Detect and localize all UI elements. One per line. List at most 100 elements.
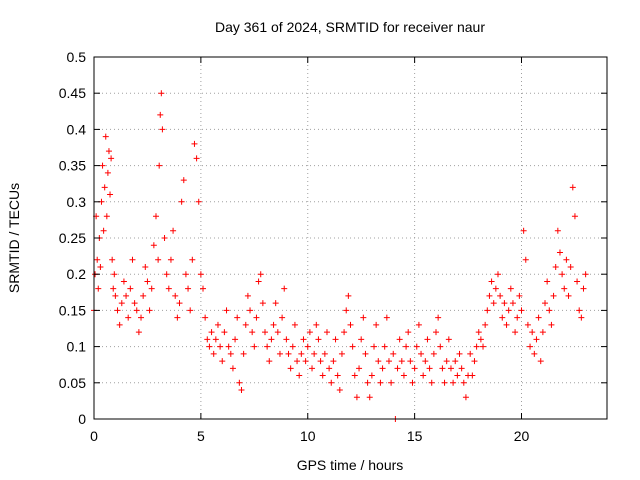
data-point xyxy=(104,169,111,176)
data-point xyxy=(544,278,551,285)
data-point xyxy=(107,191,114,198)
data-point xyxy=(156,162,163,169)
data-point xyxy=(390,350,397,357)
data-point xyxy=(223,307,230,314)
data-point xyxy=(433,329,439,336)
data-point xyxy=(129,256,136,263)
data-point xyxy=(266,358,273,365)
data-point xyxy=(413,343,420,350)
data-point xyxy=(111,271,118,278)
data-point xyxy=(319,372,326,379)
data-point xyxy=(535,314,542,321)
data-point xyxy=(467,350,474,357)
data-point xyxy=(131,300,138,307)
data-point xyxy=(185,285,192,292)
data-point xyxy=(473,343,480,350)
data-point xyxy=(296,372,303,379)
data-point xyxy=(452,358,459,365)
data-point xyxy=(364,379,371,386)
data-point xyxy=(97,263,104,270)
data-point xyxy=(396,336,403,343)
data-point xyxy=(244,292,251,299)
data-point xyxy=(509,300,516,307)
data-point xyxy=(123,292,130,299)
data-point xyxy=(99,162,106,169)
y-tick-label: 0.3 xyxy=(67,194,87,210)
data-point xyxy=(443,358,450,365)
data-point xyxy=(454,372,461,379)
data-point xyxy=(219,358,226,365)
data-point xyxy=(197,271,204,278)
data-point xyxy=(225,343,232,350)
data-point xyxy=(163,271,170,278)
data-point xyxy=(150,242,157,249)
data-point xyxy=(529,329,536,336)
data-point xyxy=(281,285,288,292)
data-point xyxy=(212,336,219,343)
y-tick-label: 0.15 xyxy=(59,302,86,318)
data-point xyxy=(146,307,153,314)
data-point xyxy=(381,343,388,350)
data-point xyxy=(462,394,469,401)
data-point xyxy=(574,278,581,285)
data-point xyxy=(304,343,311,350)
data-point xyxy=(383,314,390,321)
y-axis-ticks: 0 0.05 0.1 0.15 0.2 0.25 0.3 0.35 0.4 0.45 0.5 xyxy=(59,49,607,427)
data-point xyxy=(255,278,262,285)
data-point xyxy=(430,350,437,357)
data-point xyxy=(469,372,476,379)
data-point xyxy=(240,350,247,357)
data-point xyxy=(379,365,386,372)
data-point xyxy=(140,292,147,299)
data-point xyxy=(135,329,142,336)
data-point xyxy=(321,350,328,357)
data-point xyxy=(236,379,243,386)
x-axis-ticks: 0 5 10 15 20 xyxy=(90,57,529,444)
data-point xyxy=(418,350,425,357)
data-point xyxy=(315,336,322,343)
data-point xyxy=(456,350,463,357)
data-point xyxy=(490,300,497,307)
data-point xyxy=(332,336,339,343)
data-point xyxy=(276,350,283,357)
data-point xyxy=(484,307,491,314)
data-point xyxy=(116,321,123,328)
data-point xyxy=(533,336,540,343)
data-point xyxy=(375,358,382,365)
data-point xyxy=(409,379,416,386)
data-point xyxy=(565,292,572,299)
data-point xyxy=(542,300,549,307)
data-point xyxy=(497,292,504,299)
data-point xyxy=(306,329,313,336)
grid-lines xyxy=(94,57,607,419)
data-point xyxy=(522,256,529,263)
data-point xyxy=(234,314,241,321)
data-point xyxy=(100,227,107,234)
data-point xyxy=(353,394,360,401)
data-point xyxy=(561,285,568,292)
data-point xyxy=(445,336,452,343)
data-point xyxy=(94,256,101,263)
data-point xyxy=(507,285,514,292)
data-point xyxy=(426,365,433,372)
data-point xyxy=(411,365,418,372)
data-point xyxy=(210,350,217,357)
data-point xyxy=(289,343,296,350)
data-point xyxy=(311,350,318,357)
data-point xyxy=(200,285,207,292)
data-point xyxy=(482,321,489,328)
data-point xyxy=(114,307,121,314)
data-point xyxy=(313,321,320,328)
data-point xyxy=(371,343,378,350)
data-point xyxy=(287,365,294,372)
data-point xyxy=(300,336,307,343)
data-point xyxy=(120,278,127,285)
data-point xyxy=(582,271,589,278)
data-point xyxy=(204,336,211,343)
data-point xyxy=(118,300,125,307)
data-point xyxy=(576,307,583,314)
data-point xyxy=(189,256,196,263)
data-point xyxy=(217,343,224,350)
data-point xyxy=(405,329,412,336)
